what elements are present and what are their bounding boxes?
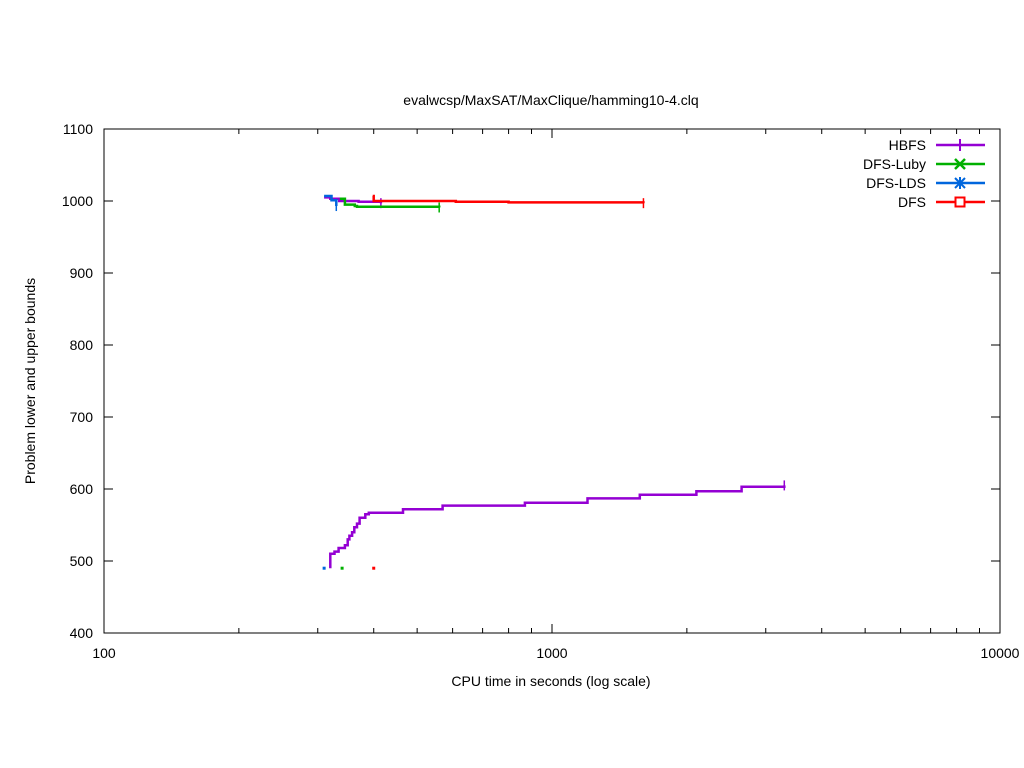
legend-item-dfs-lds: DFS-LDS — [866, 175, 985, 191]
y-tick-label: 1100 — [63, 121, 93, 137]
legend-label: HBFS — [889, 137, 926, 153]
y-tick-label: 900 — [70, 265, 94, 281]
y-tick-label: 400 — [70, 625, 94, 641]
y-tick-label: 800 — [70, 337, 94, 353]
series-dfs-luby — [339, 197, 441, 570]
dfs-luby-upper-bound — [339, 197, 441, 209]
square-marker — [954, 196, 966, 208]
legend-label: DFS-Luby — [863, 156, 926, 172]
hbfs-lower-bound — [329, 485, 786, 569]
series-dfs — [372, 194, 645, 570]
legend-item-dfs-luby: DFS-Luby — [863, 156, 985, 172]
x-tick-label: 10000 — [981, 645, 1020, 661]
legend-item-hbfs: HBFS — [889, 137, 985, 153]
x-tick-label: 1000 — [536, 645, 567, 661]
y-tick-label: 700 — [70, 409, 94, 425]
dfs-upper-bound — [372, 194, 645, 204]
plot-area — [322, 194, 786, 570]
y-tick-label: 1000 — [62, 193, 93, 209]
x-tick-label: 100 — [92, 645, 116, 661]
axes: 400 500 600 700 800 900 1000 1100 100 1000 10000 — [62, 121, 1020, 661]
y-tick-label: 500 — [70, 553, 94, 569]
legend-label: DFS-LDS — [866, 175, 926, 191]
legend: HBFS DFS-Luby DFS-LDS DFS — [863, 137, 985, 210]
y-tick-label: 600 — [70, 481, 94, 497]
legend-item-dfs: DFS — [898, 194, 985, 210]
x-axis-label: CPU time in seconds (log scale) — [451, 673, 650, 689]
legend-label: DFS — [898, 194, 926, 210]
y-axis-label: Problem lower and upper bounds — [22, 278, 38, 484]
x-marker — [954, 158, 966, 170]
chart-title: evalwcsp/MaxSAT/MaxClique/hamming10-4.cl… — [403, 92, 698, 108]
series-dfs-lds — [322, 194, 338, 570]
